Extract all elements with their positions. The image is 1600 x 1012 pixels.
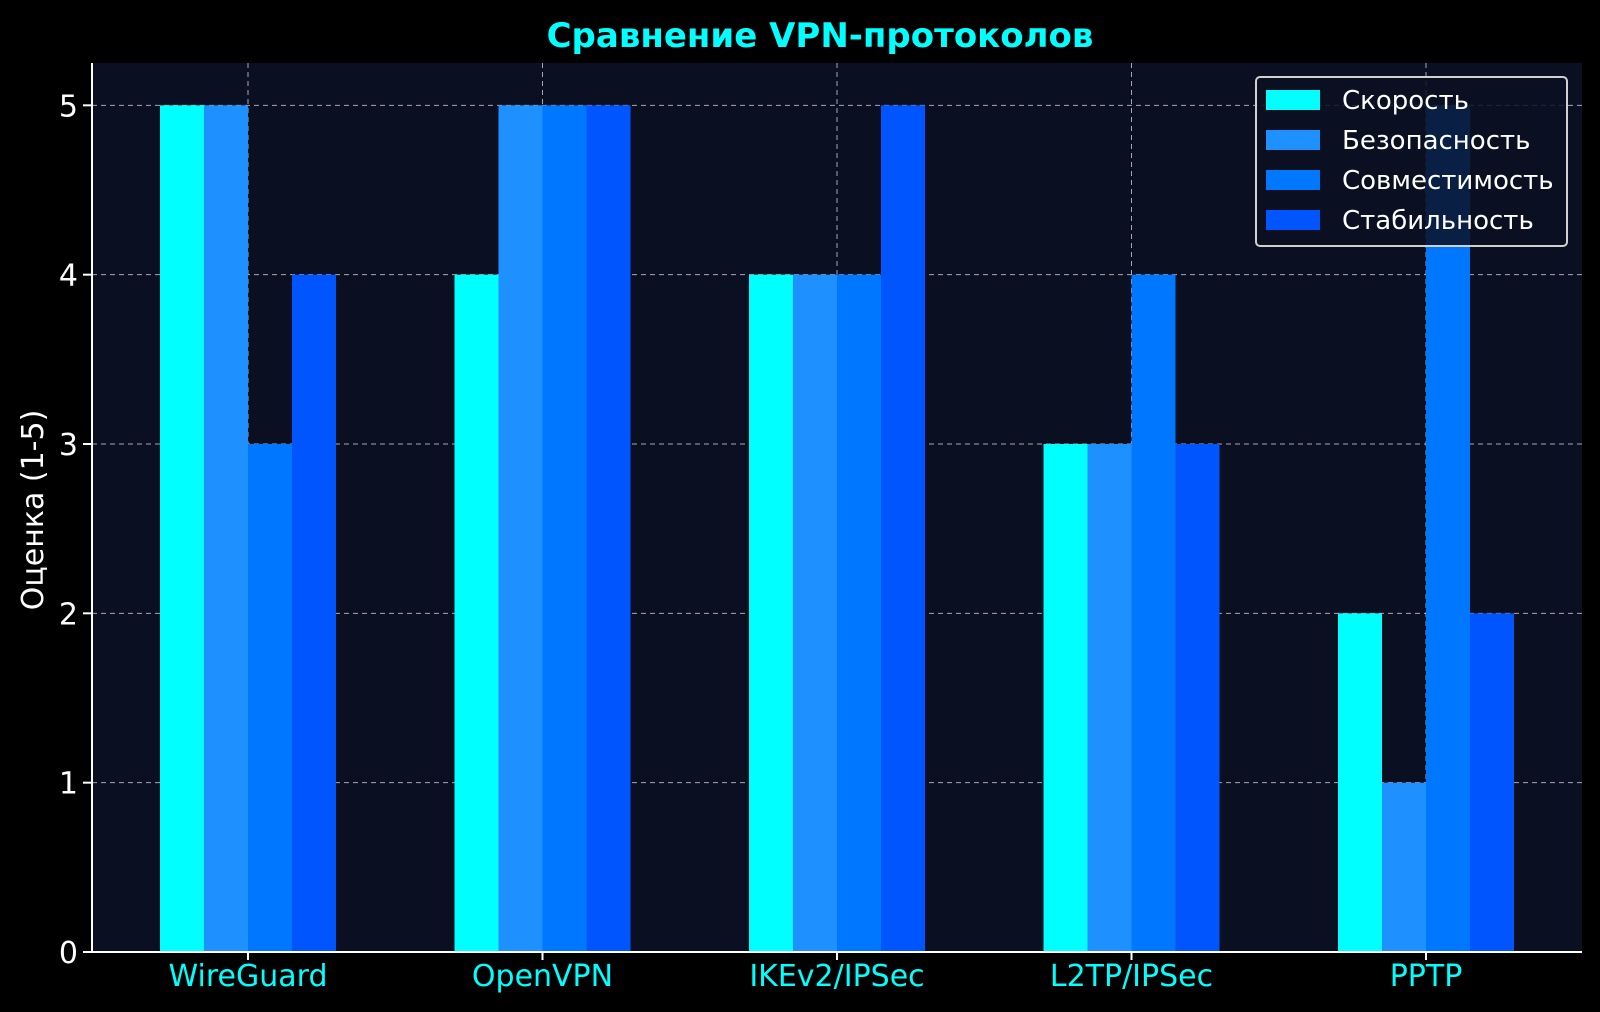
legend-swatch: [1266, 210, 1320, 230]
y-tick-label: 2: [59, 597, 78, 632]
bar-IKEv2/IPSec-Безопасность: [793, 274, 837, 953]
bar-WireGuard-Совместимость: [248, 444, 292, 952]
bar-PPTP-Стабильность: [1470, 613, 1514, 952]
x-tick-label: IKEv2/IPSec: [749, 959, 924, 994]
bar-OpenVPN-Стабильность: [586, 105, 631, 953]
legend-box: [1255, 76, 1568, 247]
bar-L2TP/IPSec-Совместимость: [1131, 274, 1176, 953]
bar-WireGuard-Стабильность: [292, 274, 336, 953]
bar-WireGuard-Скорость: [160, 105, 204, 953]
x-tick-label: L2TP/IPSec: [1050, 959, 1213, 994]
x-tick-label: WireGuard: [169, 959, 328, 994]
chart-title: Сравнение VPN-протоколов: [547, 16, 1094, 56]
legend-swatch: [1266, 90, 1320, 110]
y-axis-label: Оценка (1-5): [16, 410, 51, 611]
bar-IKEv2/IPSec-Стабильность: [881, 105, 925, 953]
bar-PPTP-Безопасность: [1382, 782, 1426, 952]
bar-OpenVPN-Совместимость: [542, 105, 587, 953]
bar-L2TP/IPSec-Стабильность: [1175, 444, 1220, 952]
legend-label: Безопасность: [1342, 126, 1530, 156]
x-tick-label: PPTP: [1390, 959, 1463, 994]
legend: Скорость Безопасность Совместимость Стабиль…: [1255, 76, 1568, 247]
bar-OpenVPN-Безопасность: [498, 105, 543, 953]
bar-L2TP/IPSec-Безопасность: [1087, 444, 1132, 952]
bar-PPTP-Скорость: [1338, 613, 1382, 952]
bar-IKEv2/IPSec-Скорость: [749, 274, 793, 953]
legend-swatch: [1266, 170, 1320, 190]
axes: [83, 63, 1582, 960]
bar-OpenVPN-Скорость: [454, 274, 499, 953]
legend-label: Стабильность: [1342, 206, 1534, 236]
legend-swatch: [1266, 130, 1320, 150]
legend-label: Совместимость: [1342, 166, 1554, 196]
y-tick-label: 1: [59, 767, 78, 802]
y-tick-label: 3: [59, 428, 78, 463]
y-tick-label: 0: [59, 936, 78, 971]
bar-L2TP/IPSec-Скорость: [1043, 444, 1088, 952]
tick-labels: 0 1 2 3 4 5 WireGuard OpenVPN IKEv2/IPSec L2TP/IP…: [59, 89, 1462, 994]
y-tick-label: 5: [59, 89, 78, 124]
x-tick-label: OpenVPN: [472, 959, 613, 994]
bar-IKEv2/IPSec-Совместимость: [837, 274, 881, 953]
legend-label: Скорость: [1342, 86, 1469, 116]
bars: [160, 105, 1514, 953]
y-tick-label: 4: [59, 259, 78, 294]
bar-WireGuard-Безопасность: [204, 105, 248, 953]
